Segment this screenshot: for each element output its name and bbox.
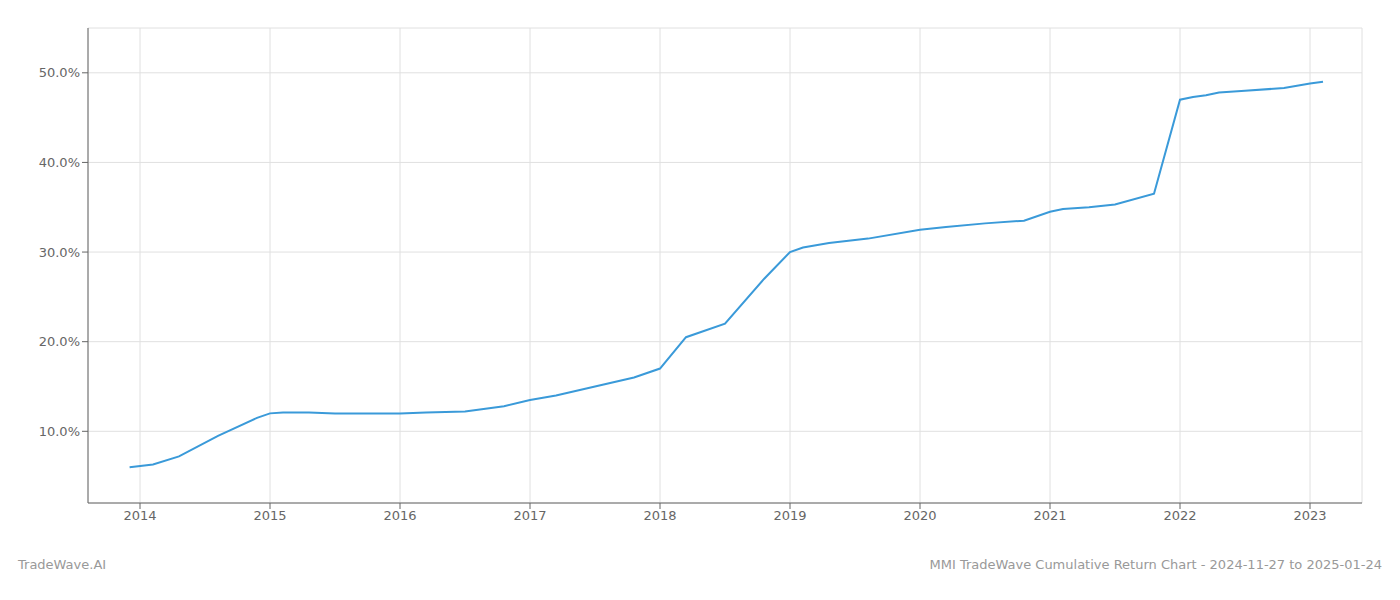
svg-text:30.0%: 30.0% [39,245,80,260]
svg-text:10.0%: 10.0% [39,424,80,439]
html-text:TradeWave.AI: TradeWave.AI [18,557,107,572]
svg-text:2019: 2019 [773,508,806,523]
svg-text:2014: 2014 [123,508,156,523]
svg-text:40.0%: 40.0% [39,155,80,170]
svg-text:2016: 2016 [383,508,416,523]
svg-text:2022: 2022 [1163,508,1196,523]
html-text:MMI TradeWave Cumulative Retur: MMI TradeWave Cumulative Return Chart - … [929,557,1382,572]
svg-text:2017: 2017 [513,508,546,523]
svg-text:2021: 2021 [1033,508,1066,523]
svg-text:2015: 2015 [253,508,286,523]
svg-text:50.0%: 50.0% [39,65,80,80]
svg-text:20.0%: 20.0% [39,334,80,349]
svg-text:2020: 2020 [903,508,936,523]
svg-text:2023: 2023 [1293,508,1326,523]
svg-text:2018: 2018 [643,508,676,523]
